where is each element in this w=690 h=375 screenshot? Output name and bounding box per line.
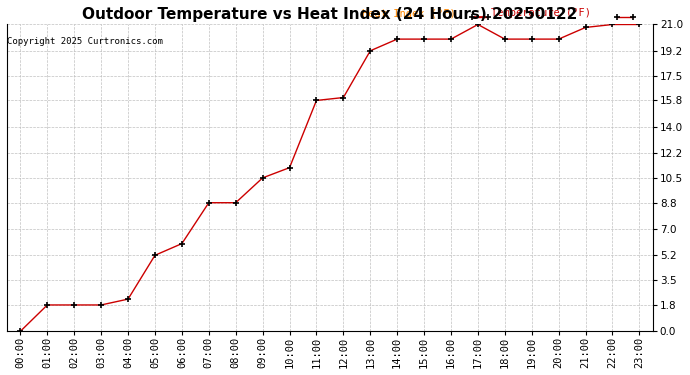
- Text: Temperature (°F): Temperature (°F): [491, 8, 591, 18]
- Title: Outdoor Temperature vs Heat Index (24 Hours) 20250122: Outdoor Temperature vs Heat Index (24 Ho…: [82, 7, 578, 22]
- Text: Heat Index (°F): Heat Index (°F): [362, 8, 456, 18]
- Text: Copyright 2025 Curtronics.com: Copyright 2025 Curtronics.com: [7, 38, 163, 46]
